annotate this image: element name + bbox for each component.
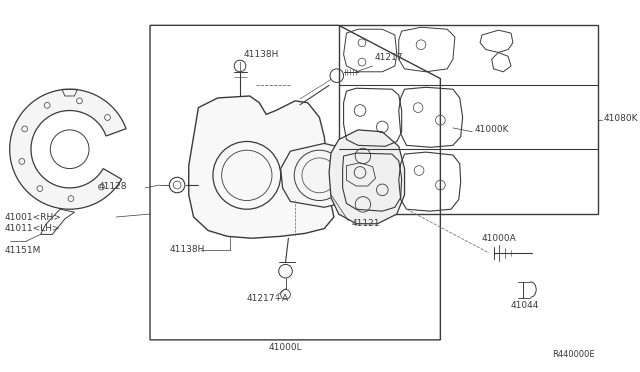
Polygon shape bbox=[10, 89, 126, 209]
Text: 41217+A: 41217+A bbox=[247, 294, 289, 304]
Polygon shape bbox=[281, 144, 356, 207]
Text: 41138H: 41138H bbox=[170, 246, 205, 254]
Text: 41000A: 41000A bbox=[482, 234, 516, 243]
Text: 41000K: 41000K bbox=[474, 125, 509, 134]
Text: 41000L: 41000L bbox=[269, 343, 302, 352]
Text: 41128: 41128 bbox=[99, 183, 127, 192]
Text: 41001<RH>: 41001<RH> bbox=[5, 213, 61, 222]
Text: 41217: 41217 bbox=[374, 53, 403, 62]
Text: 41080K: 41080K bbox=[604, 114, 639, 123]
Text: 41151M: 41151M bbox=[5, 246, 41, 255]
Text: 41138H: 41138H bbox=[244, 50, 279, 59]
Polygon shape bbox=[189, 96, 334, 238]
Text: R440000E: R440000E bbox=[552, 350, 595, 359]
Text: 41011<LH>: 41011<LH> bbox=[5, 224, 60, 233]
Text: 41044: 41044 bbox=[511, 301, 540, 310]
Polygon shape bbox=[329, 130, 404, 224]
Text: 41121: 41121 bbox=[351, 219, 380, 228]
